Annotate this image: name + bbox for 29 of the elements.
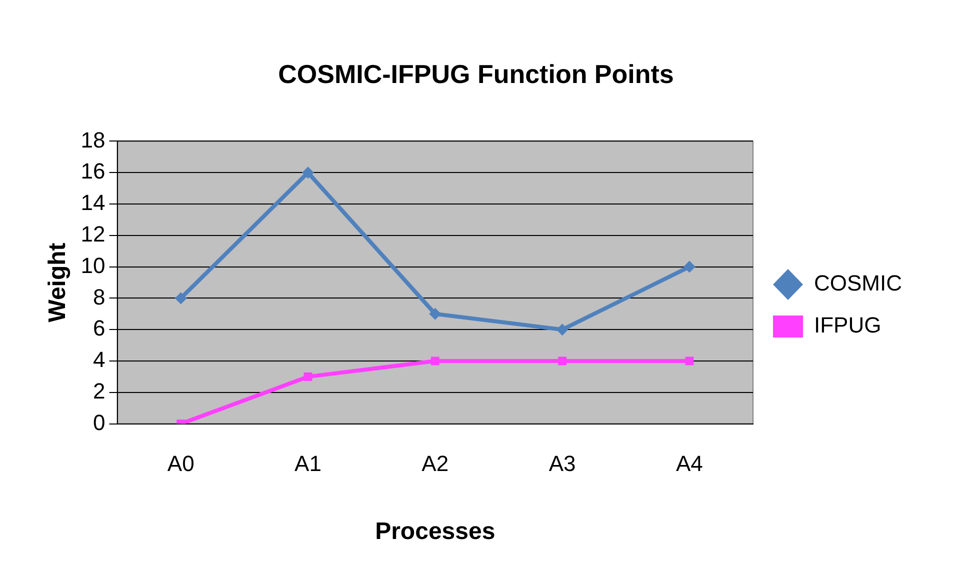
y-tick-label: 2 (93, 378, 106, 404)
x-tick-label: A2 (422, 451, 449, 476)
y-tick-label: 6 (93, 316, 106, 341)
x-tick-label: A1 (294, 451, 322, 476)
point (556, 324, 568, 336)
y-tick-label: 16 (80, 158, 106, 184)
y-tick-label: 0 (93, 410, 106, 435)
point (558, 356, 567, 366)
y-tick-label: 14 (80, 190, 106, 216)
y-tick-label: 10 (80, 252, 106, 278)
x-tick-label: A4 (676, 451, 703, 476)
y-tick-label: 18 (80, 127, 106, 152)
y-tick-label: 8 (93, 284, 106, 310)
point (430, 356, 440, 366)
point (304, 372, 312, 381)
x-tick-label: A3 (548, 451, 576, 476)
y-axis-title: Weight (44, 242, 72, 322)
point (174, 292, 187, 304)
point (302, 166, 314, 179)
chart-title: COSMIC-IFPUG Function Points (278, 58, 674, 89)
x-axis-title: Processes (375, 518, 496, 546)
point (683, 260, 696, 273)
y-tick-label: 4 (93, 347, 106, 372)
point (429, 308, 442, 320)
legend-label: IFPUG (814, 312, 882, 338)
point (685, 356, 694, 366)
legend-label: COSMIC (814, 270, 902, 296)
x-tick-label: A0 (167, 451, 194, 476)
y-tick-label: 12 (80, 221, 106, 246)
